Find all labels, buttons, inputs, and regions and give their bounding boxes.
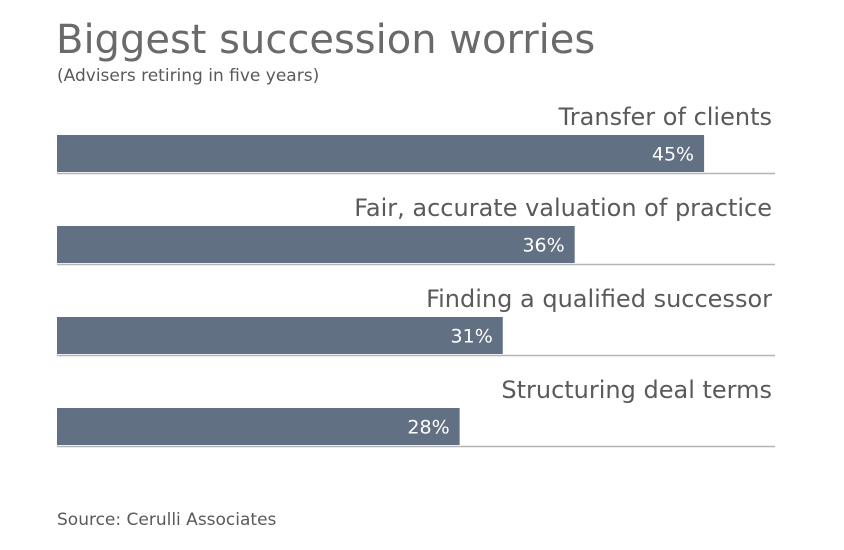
bar [57,408,460,445]
chart-title: Biggest succession worries [56,17,596,63]
value-label: 28% [407,417,449,439]
value-label: 31% [451,326,493,348]
chart-subtitle: (Advisers retiring in five years) [57,66,320,86]
value-label: 36% [522,235,564,257]
category-label: Structuring deal terms [501,376,772,404]
bar [57,226,575,263]
value-label: 45% [652,144,694,166]
category-label: Fair, accurate valuation of practice [354,194,772,222]
category-label: Transfer of clients [558,103,772,131]
category-label: Finding a qualified successor [426,285,772,313]
source-note: Source: Cerulli Associates [57,510,277,530]
bar [57,135,705,172]
bar [57,317,503,354]
bar-chart: Transfer of clients 45% Fair, accurate val… [57,103,775,448]
